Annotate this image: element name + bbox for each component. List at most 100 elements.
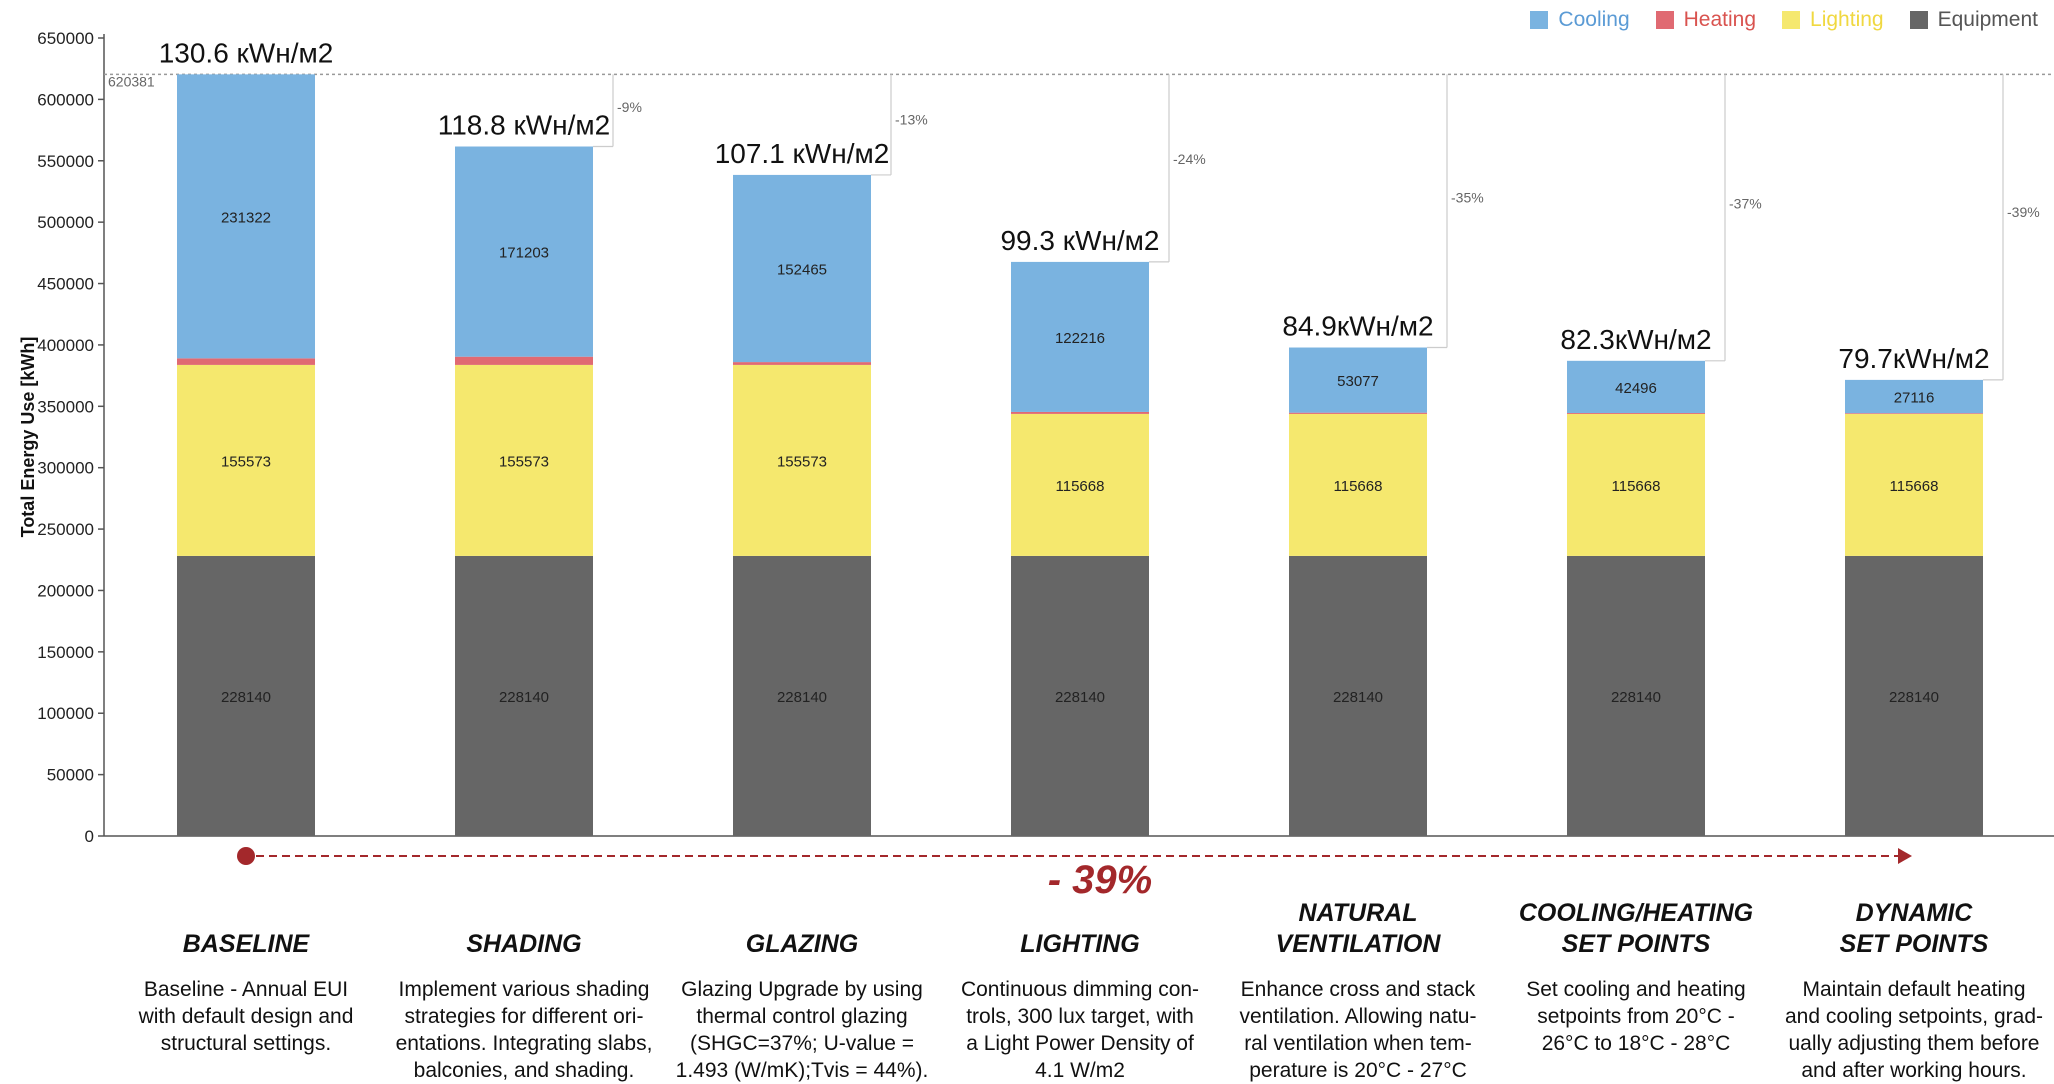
y-tick-label: 600000 [37,90,94,109]
bar-segment-cooling [1845,379,1983,414]
bar-segment-lighting [1011,413,1149,556]
data-label-equipment: 228140 [1055,689,1105,706]
legend-label-lighting: Lighting [1810,8,1884,31]
y-tick-label: 650000 [37,29,94,48]
y-tick-label: 0 [85,827,94,846]
eui-label: 82.3кWн/м2 [1560,324,1711,355]
bar-segment-lighting [177,364,315,556]
chart-legend: Cooling Heating Lighting Equipment [1530,8,2038,32]
bar-segment-lighting [733,364,871,556]
bar-segment-cooling [1567,360,1705,413]
y-tick-label: 50000 [47,766,94,785]
data-label-lighting: 155573 [777,453,827,470]
eui-label-bg [445,108,603,143]
data-label-cooling: 42496 [1615,380,1657,397]
y-axis-title: Total Energy Use [kWh] [18,337,38,538]
bar-segment-heating [1567,412,1705,414]
total-reduction-label: - 39% [1047,858,1153,902]
y-tick-label: 400000 [37,336,94,355]
bar-segment-cooling [1011,261,1149,412]
bar-segment-equipment [1567,555,1705,836]
legend-label-equipment: Equipment [1937,8,2038,31]
y-tick-label: 550000 [37,152,94,171]
legend-item-equipment[interactable]: Equipment [1909,8,2038,32]
data-label-lighting: 115668 [1056,478,1105,495]
y-tick-label: 500000 [37,213,94,232]
eui-label-bg [1835,341,1993,376]
data-label-equipment: 228140 [777,689,827,706]
data-label-cooling: 152465 [777,262,827,279]
bar-segment-heating [455,356,593,365]
data-label-equipment: 228140 [1611,689,1661,706]
bar-segment-heating [1011,411,1149,414]
bar-segment-cooling [1289,347,1427,413]
y-tick-label: 250000 [37,520,94,539]
data-label-equipment: 228140 [1889,689,1939,706]
data-label-equipment: 228140 [1333,689,1383,706]
reduction-label: -35% [1451,189,1484,205]
bar-segment-lighting [1845,413,1983,556]
bar-segment-cooling [455,146,593,357]
eui-label-bg [1557,322,1715,357]
data-label-lighting: 155573 [499,453,549,470]
data-label-lighting: 115668 [1612,478,1661,495]
bar-segment-lighting [1289,413,1427,556]
eui-label: 79.7кWн/м2 [1838,343,1989,374]
data-label-cooling: 53077 [1337,373,1379,390]
data-label-equipment: 228140 [221,689,271,706]
eui-label-bg [723,136,881,171]
eui-label-bg [1001,223,1159,258]
eui-label: 107.1 кWн/м2 [715,138,890,169]
bar-segment-equipment [1289,555,1427,836]
reduction-label: -13% [895,112,928,128]
legend-label-heating: Heating [1683,8,1757,31]
bar-segment-heating [733,362,871,365]
bar-segment-heating [1289,412,1427,414]
bar-segment-equipment [177,555,315,836]
reduction-label: -24% [1173,151,1206,167]
bar-segment-lighting [1567,413,1705,556]
bar-segment-equipment [733,555,871,836]
y-tick-label: 450000 [37,275,94,294]
eui-label: 84.9кWн/м2 [1282,311,1433,342]
legend-swatch-lighting [1782,11,1801,29]
legend-swatch-heating [1655,11,1674,29]
data-label-lighting: 155573 [221,453,271,470]
y-tick-label: 100000 [37,704,94,723]
bar-segment-cooling [733,174,871,363]
baseline-reference-label: 620381 [108,73,155,89]
data-label-cooling: 27116 [1894,390,1935,407]
bar-segment-cooling [177,74,315,359]
legend-label-cooling: Cooling [1558,8,1630,31]
eui-label-bg [167,36,325,71]
bar-segment-equipment [1011,555,1149,836]
data-label-cooling: 122216 [1055,330,1105,347]
legend-item-cooling[interactable]: Cooling [1530,8,1630,32]
y-tick-label: 300000 [37,459,94,478]
data-label-cooling: 171203 [499,245,549,262]
data-label-equipment: 228140 [499,689,549,706]
y-tick-label: 350000 [37,397,94,416]
data-label-cooling: 231322 [221,209,271,226]
bar-segment-equipment [1845,555,1983,836]
legend-swatch-equipment [1909,11,1928,29]
legend-swatch-cooling [1530,11,1549,29]
y-tick-label: 200000 [37,581,94,600]
eui-label: 118.8 кWн/м2 [438,110,611,141]
bar-segment-equipment [455,555,593,836]
bar-segment-heating [1845,413,1983,414]
bar-segment-heating [177,358,315,365]
eui-label: 130.6 кWн/м2 [159,37,334,68]
y-tick-label: 150000 [37,643,94,662]
legend-item-heating[interactable]: Heating [1655,8,1757,32]
data-label-lighting: 115668 [1334,478,1383,495]
reduction-label: -37% [1729,195,1762,211]
bar-segment-lighting [455,364,593,556]
legend-item-lighting[interactable]: Lighting [1782,8,1884,32]
data-label-lighting: 115668 [1890,478,1939,495]
reduction-arrow-start [237,847,255,865]
eui-label: 99.3 кWн/м2 [1000,225,1159,256]
eui-label-bg [1279,309,1437,344]
reduction-arrow-head [1898,848,1912,864]
